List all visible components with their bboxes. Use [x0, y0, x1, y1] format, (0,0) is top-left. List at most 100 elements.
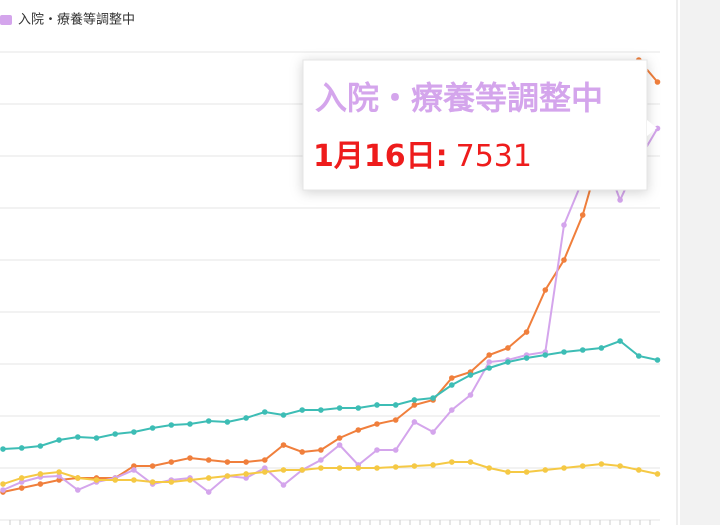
data-point: [654, 125, 661, 132]
data-point: [579, 212, 586, 218]
tooltip-title: 入院・療養等調整中: [315, 79, 603, 117]
data-point: [0, 446, 6, 452]
data-point: [243, 471, 249, 477]
data-point: [449, 375, 455, 381]
data-point: [505, 469, 511, 475]
data-point: [486, 352, 493, 358]
data-point: [75, 487, 81, 493]
data-point: [374, 421, 380, 427]
data-point: [636, 353, 642, 359]
data-point: [280, 442, 287, 448]
data-point: [355, 465, 362, 471]
data-point: [430, 429, 436, 435]
data-point: [486, 365, 493, 371]
legend-label: 入院・療養等調整中: [18, 12, 135, 28]
data-point: [299, 449, 306, 455]
data-point: [262, 409, 268, 415]
data-point: [112, 477, 118, 483]
data-point: [280, 482, 287, 488]
data-point: [243, 415, 249, 421]
data-point: [561, 349, 567, 355]
data-point: [542, 467, 549, 473]
data-point: [318, 457, 324, 463]
data-point: [467, 392, 474, 398]
data-point: [617, 197, 623, 203]
data-point: [56, 477, 62, 483]
data-point: [318, 447, 324, 453]
tooltip-arrow: [647, 120, 657, 136]
data-point: [467, 459, 474, 465]
data-point: [598, 345, 605, 351]
data-point: [224, 473, 231, 479]
data-point: [187, 455, 193, 461]
data-point: [56, 437, 62, 443]
data-point: [93, 435, 100, 441]
data-point: [75, 475, 81, 481]
data-point: [355, 405, 362, 411]
data-point: [467, 372, 474, 378]
data-point: [355, 427, 362, 433]
data-point: [430, 395, 436, 401]
data-point: [149, 479, 156, 485]
data-point: [505, 359, 511, 365]
data-point: [149, 425, 156, 431]
data-point: [561, 257, 567, 263]
data-point: [243, 459, 249, 465]
data-point: [336, 405, 343, 411]
data-point: [37, 481, 44, 487]
data-point: [75, 434, 81, 440]
data-point: [636, 467, 642, 473]
data-point: [430, 462, 436, 468]
data-point: [37, 471, 44, 477]
data-point: [411, 402, 418, 408]
data-point: [205, 457, 212, 463]
data-point: [598, 461, 605, 467]
tooltip-box: [302, 59, 648, 191]
data-point: [411, 397, 418, 403]
data-point: [617, 338, 623, 344]
data-point: [131, 429, 137, 435]
data-point: [168, 422, 175, 428]
data-point: [187, 477, 193, 483]
legend-swatch: [0, 15, 12, 25]
data-point: [374, 402, 380, 408]
data-point: [131, 477, 137, 483]
data-point: [654, 471, 661, 477]
data-point: [449, 459, 455, 465]
data-point: [299, 467, 306, 473]
data-point: [542, 352, 549, 358]
data-point: [486, 359, 493, 365]
data-point: [0, 481, 6, 487]
data-point: [224, 459, 231, 465]
data-point: [187, 421, 193, 427]
data-point: [392, 402, 399, 408]
data-point: [449, 382, 455, 388]
data-point: [168, 459, 175, 465]
data-point: [18, 479, 25, 485]
series-line: [2, 461, 658, 485]
data-point: [112, 431, 118, 437]
tooltip-separator: :: [436, 139, 448, 174]
data-point: [280, 412, 287, 418]
data-point: [392, 464, 399, 470]
tooltip-content: 1月16日: 7531: [313, 139, 532, 174]
data-point: [280, 467, 287, 473]
data-point: [205, 489, 212, 495]
data-point: [262, 465, 268, 471]
data-point: [654, 357, 661, 363]
plot: [0, 57, 661, 495]
series-line: [2, 127, 659, 494]
data-point: [411, 463, 418, 469]
data-point: [243, 475, 249, 481]
data-point: [18, 475, 25, 481]
data-point: [262, 457, 268, 463]
data-point: [37, 443, 44, 449]
data-point: [579, 347, 586, 353]
data-point: [411, 419, 418, 425]
data-point: [131, 463, 137, 469]
data-point: [18, 485, 25, 491]
data-point: [336, 465, 343, 471]
data-point: [318, 465, 324, 471]
